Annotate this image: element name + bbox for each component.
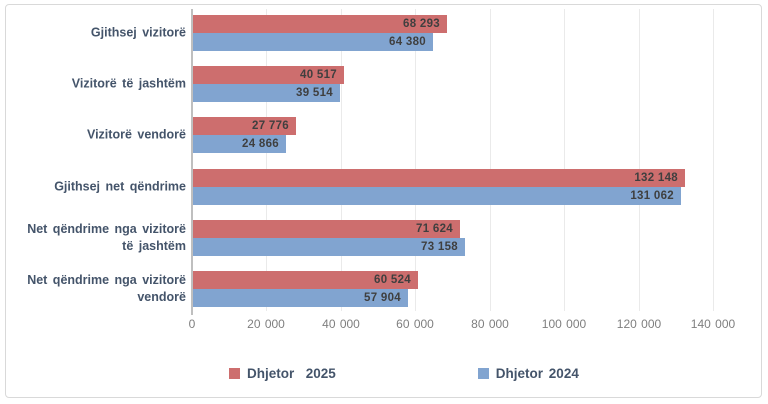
x-tick-label-60000: 60 000 — [396, 317, 434, 331]
bar-series1-cat3: 27 776 — [193, 117, 296, 135]
bar-series1-cat6: 60 524 — [193, 271, 418, 289]
legend-swatch-icon — [477, 368, 489, 379]
value-axis-line — [191, 9, 193, 315]
bar-value-label: 39 514 — [296, 87, 333, 99]
gridline-80000 — [489, 9, 491, 311]
bar-value-label: 132 148 — [634, 172, 678, 184]
bar-value-label: 27 776 — [252, 120, 289, 132]
category-label-4: Gjithsej net qëndrime — [54, 179, 186, 194]
legend-label: Dhjetor 2024 — [495, 366, 579, 381]
bar-series1-cat2: 40 517 — [193, 66, 344, 84]
x-tick-label-20000: 20 000 — [247, 317, 285, 331]
x-tick-label-0: 0 — [188, 317, 196, 331]
x-tick-label-100000: 100 000 — [541, 317, 587, 331]
gridline-120000 — [638, 9, 640, 311]
bar-series2-cat6: 57 904 — [193, 289, 408, 307]
bar-value-label: 57 904 — [364, 292, 401, 304]
chart-border: 68 293 64 380 40 517 39 514 27 776 24 866 132 … — [5, 4, 762, 398]
bar-series2-cat1: 64 380 — [193, 33, 433, 51]
category-label-2: Vizitorë të jashtëm — [71, 76, 186, 91]
gridline-40000 — [340, 9, 342, 311]
gridline-140000 — [713, 9, 714, 311]
bar-series2-cat3: 24 866 — [193, 135, 286, 153]
bar-value-label: 131 062 — [630, 190, 674, 202]
category-label-1: Gjithsej vizitorë — [90, 25, 186, 40]
bar-value-label: 40 517 — [300, 69, 337, 81]
bar-value-label: 64 380 — [389, 36, 426, 48]
bar-series1-cat1: 68 293 — [193, 15, 447, 33]
x-tick-label-120000: 120 000 — [616, 317, 662, 331]
bar-series1-cat4: 132 148 — [193, 169, 685, 187]
bar-value-label: 60 524 — [374, 274, 411, 286]
gridline-60000 — [415, 9, 417, 311]
bar-series2-cat2: 39 514 — [193, 84, 340, 102]
gridline-100000 — [564, 9, 566, 311]
legend-swatch-icon — [229, 368, 240, 379]
bar-series2-cat5: 73 158 — [193, 238, 465, 256]
category-label-5: Net qëndrime nga vizitorë të jashtëm — [27, 222, 186, 253]
plot-area: 68 293 64 380 40 517 39 514 27 776 24 866 132 … — [191, 9, 748, 315]
legend: Dhjetor 2025 Dhjetor 2024 — [229, 366, 579, 381]
legend-item-1: Dhjetor 2025 — [229, 366, 336, 381]
x-tick-label-140000: 140 000 — [690, 317, 736, 331]
legend-label: Dhjetor 2025 — [247, 366, 336, 381]
bar-value-label: 73 158 — [421, 241, 458, 253]
bar-series1-cat5: 71 624 — [193, 220, 460, 238]
bar-series2-cat4: 131 062 — [193, 187, 681, 205]
bar-value-label: 71 624 — [416, 223, 453, 235]
x-tick-label-40000: 40 000 — [322, 317, 360, 331]
legend-item-2: Dhjetor 2024 — [477, 366, 579, 381]
gridline-20000 — [266, 9, 268, 311]
x-tick-label-80000: 80 000 — [471, 317, 509, 331]
category-label-3: Vizitorë vendorë — [86, 127, 186, 142]
category-label-6: Net qëndrime nga vizitorë vendorë — [27, 273, 186, 304]
bar-value-label: 24 866 — [242, 138, 279, 150]
bar-value-label: 68 293 — [403, 18, 440, 30]
category-axis: Gjithsej vizitorë Vizitorë të jashtëm Vizi… — [14, 5, 186, 325]
